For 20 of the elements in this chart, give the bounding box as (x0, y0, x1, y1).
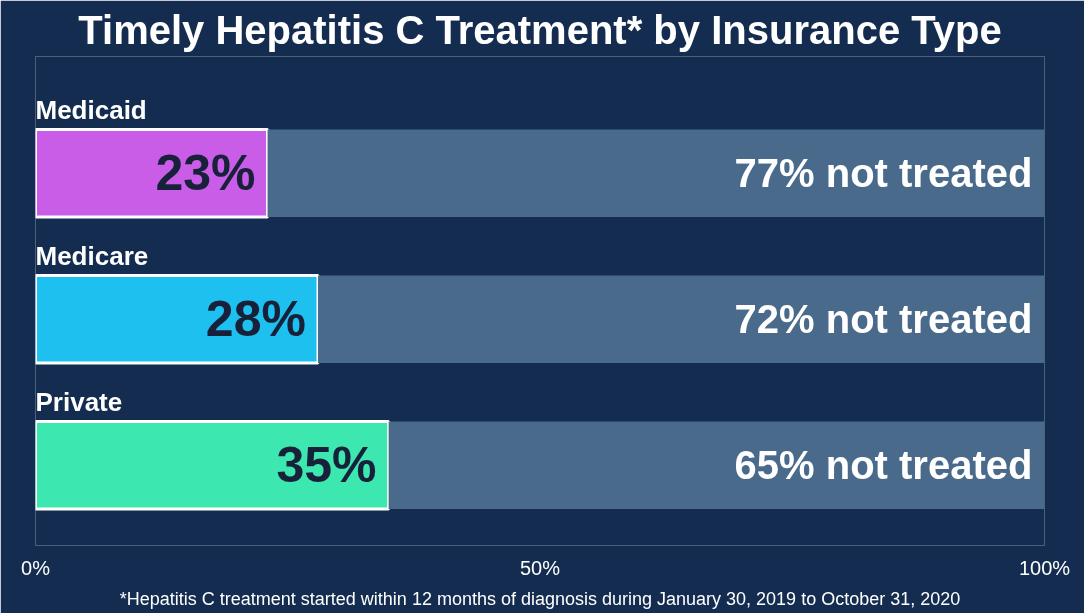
data-label: 65% not treated (734, 443, 1033, 488)
data-label: 72% not treated (734, 297, 1033, 342)
bar (35, 419, 391, 511)
data-label: 77% not treated (734, 151, 1033, 196)
bar (318, 275, 1045, 364)
bar (35, 127, 270, 219)
y-tick-label: Medicaid (35, 95, 147, 126)
bar (388, 421, 1045, 510)
bar (35, 273, 320, 365)
text: *Hepatitis C treatment started within 12 months of diagnosis during January 30, 2019 to October 31, 2020 (119, 588, 961, 609)
x-tick-label: 100% (1018, 556, 1071, 579)
data-label: 35% (276, 437, 377, 494)
bar (267, 129, 1045, 218)
data-label: 28% (205, 291, 306, 348)
data-label: 23% (155, 145, 256, 202)
y-tick-label: Private (35, 387, 123, 418)
x-tick-label: 0% (21, 556, 51, 579)
x-tick-label: 50% (519, 556, 561, 579)
y-tick-label: Medicare (35, 241, 149, 272)
chart-title: Timely Hepatitis C Treatment* by Insurance Type (78, 7, 1002, 52)
